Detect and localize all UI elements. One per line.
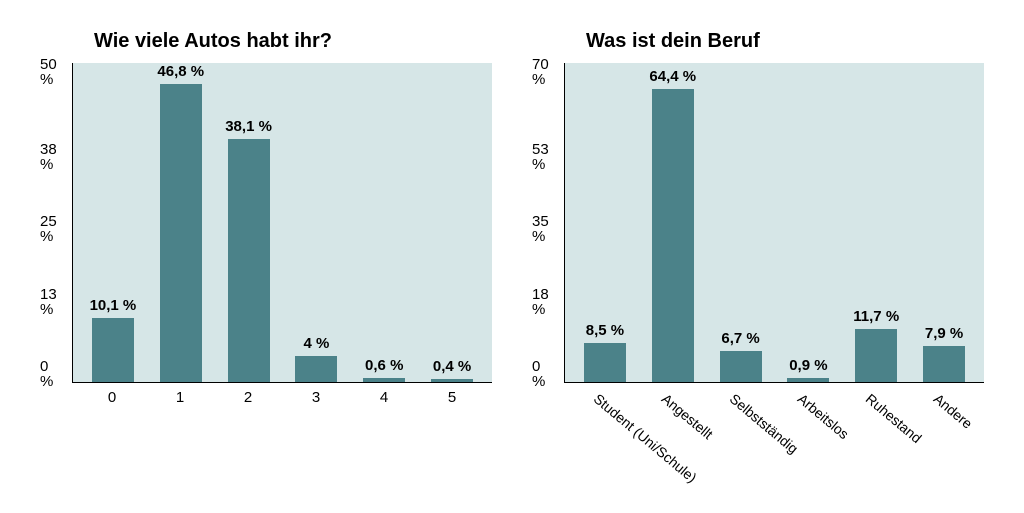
bar-value-label: 46,8 % (157, 63, 204, 80)
y-tick: 38 % (40, 142, 64, 172)
bars-container: 10,1 % 46,8 % 38,1 % 4 % 0,6 % 0,4 % (73, 63, 492, 382)
y-tick: 25 % (40, 214, 64, 244)
bar-slot: 0,9 % (774, 63, 842, 382)
x-label: Angestellt (638, 393, 706, 483)
bar (720, 351, 762, 382)
bar-slot: 11,7 % (842, 63, 910, 382)
plot-outer: 50 %38 %25 %13 %0 % 10,1 %46,8 %38,1 %4 … (40, 63, 492, 406)
y-tick: 53 % (532, 142, 556, 172)
y-tick: 70 % (532, 57, 556, 87)
plot-column: 10,1 % 46,8 % 38,1 % 4 % 0,6 % 0,4 % 012345 (72, 63, 492, 406)
x-axis: 012345 (72, 383, 492, 406)
y-tick: 18 % (532, 287, 556, 317)
chart-title: Wie viele Autos habt ihr? (94, 30, 492, 53)
bar (431, 379, 473, 382)
bar (160, 84, 202, 382)
y-tick: 0 % (40, 359, 64, 389)
bar-slot: 4 % (282, 63, 350, 382)
bar (92, 318, 134, 382)
x-label: 3 (282, 389, 350, 406)
bar-slot: 0,6 % (350, 63, 418, 382)
bar-slot: 0,4 % (418, 63, 486, 382)
x-axis: Student (Uni/Schule)AngestelltSelbststän… (564, 383, 984, 483)
y-tick: 0 % (532, 359, 556, 389)
bar-value-label: 0,4 % (433, 358, 471, 375)
bar-value-label: 0,6 % (365, 357, 403, 374)
bar (855, 329, 897, 382)
y-tick: 13 % (40, 287, 64, 317)
x-label: 1 (146, 389, 214, 406)
bar-value-label: 4 % (303, 335, 329, 352)
plot-area: 10,1 % 46,8 % 38,1 % 4 % 0,6 % 0,4 % (72, 63, 492, 383)
y-axis: 70 %53 %35 %18 %0 % (532, 63, 564, 383)
bar (923, 346, 965, 382)
bar (363, 378, 405, 382)
bar (295, 356, 337, 382)
x-label: 2 (214, 389, 282, 406)
charts-row: Wie viele Autos habt ihr? 50 %38 %25 %13… (40, 30, 984, 483)
bar-value-label: 64,4 % (649, 68, 696, 85)
bar-value-label: 8,5 % (586, 322, 624, 339)
y-axis: 50 %38 %25 %13 %0 % (40, 63, 72, 383)
bar-slot: 8,5 % (571, 63, 639, 382)
y-tick: 50 % (40, 57, 64, 87)
x-label: Andere (910, 393, 978, 483)
x-label: Arbeitslos (774, 393, 842, 483)
bar-value-label: 0,9 % (789, 357, 827, 374)
x-label: Selbstständig (706, 393, 774, 483)
plot-outer: 70 %53 %35 %18 %0 % 8,5 %64,4 %6,7 %0,9 … (532, 63, 984, 483)
x-label: Ruhestand (842, 393, 910, 483)
bar-slot: 10,1 % (79, 63, 147, 382)
bar (787, 378, 829, 382)
chart-title: Was ist dein Beruf (586, 30, 984, 53)
bar-slot: 46,8 % (147, 63, 215, 382)
bar-value-label: 10,1 % (90, 297, 137, 314)
bar-slot: 38,1 % (215, 63, 283, 382)
x-label: 5 (418, 389, 486, 406)
plot-column: 8,5 % 64,4 % 6,7 % 0,9 % 11,7 % 7,9 % Student… (564, 63, 984, 483)
bars-container: 8,5 % 64,4 % 6,7 % 0,9 % 11,7 % 7,9 % (565, 63, 984, 382)
bar (584, 343, 626, 382)
bar-value-label: 6,7 % (721, 330, 759, 347)
x-label: 4 (350, 389, 418, 406)
bar (228, 139, 270, 382)
bar-slot: 7,9 % (910, 63, 978, 382)
x-label: Student (Uni/Schule) (570, 393, 638, 483)
y-tick: 35 % (532, 214, 556, 244)
bar-value-label: 11,7 % (853, 308, 899, 325)
x-label: 0 (78, 389, 146, 406)
bar-slot: 64,4 % (639, 63, 707, 382)
bar-value-label: 38,1 % (225, 118, 272, 135)
bar (652, 89, 694, 382)
chart-beruf: Was ist dein Beruf 70 % 53 % 35 % 18 % 0 % 8… (532, 30, 984, 483)
chart-autos: Wie viele Autos habt ihr? 50 %38 %25 %13… (40, 30, 492, 483)
plot-area: 8,5 % 64,4 % 6,7 % 0,9 % 11,7 % 7,9 % (564, 63, 984, 383)
bar-value-label: 7,9 % (925, 325, 963, 342)
bar-slot: 6,7 % (707, 63, 775, 382)
